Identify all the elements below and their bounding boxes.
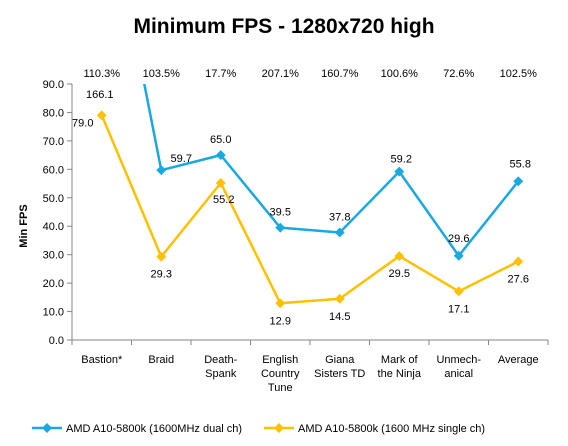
x-tick-label: Death-Spank: [204, 354, 237, 380]
data-label: 59.2: [391, 154, 412, 166]
data-label: 166.1: [86, 89, 114, 101]
x-tick-label: Bastion*: [81, 354, 123, 366]
percent-label: 102.5%: [500, 68, 538, 80]
data-label: 79.0: [72, 117, 93, 129]
data-label: 29.6: [448, 233, 469, 245]
data-point: [453, 286, 464, 297]
y-tick-label: 50.0: [43, 193, 64, 205]
data-point: [215, 150, 226, 161]
series-line-1: [143, 84, 520, 258]
series-lines: [100, 84, 520, 305]
legend-marker-2: [274, 423, 284, 433]
x-tick-label: Average: [498, 354, 539, 366]
data-point: [334, 227, 345, 238]
y-tick-label: 20.0: [43, 278, 64, 290]
data-label: 12.9: [270, 315, 291, 327]
x-tick-label: Mark of the Ninja: [378, 354, 422, 380]
percent-label: 160.7%: [321, 68, 359, 80]
data-label: 37.8: [329, 211, 350, 223]
percent-label: 207.1%: [262, 68, 300, 80]
data-point: [394, 166, 405, 177]
data-label: 27.6: [508, 273, 529, 285]
data-label: 55.2: [213, 194, 234, 206]
data-point: [275, 298, 286, 309]
data-point: [513, 256, 524, 267]
y-tick-label: 40.0: [43, 221, 64, 233]
percent-label: 100.6%: [381, 68, 419, 80]
x-tick-label: Giana Sisters TD: [314, 354, 365, 380]
percent-label: 17.7%: [205, 68, 236, 80]
data-point: [215, 178, 226, 188]
chart-title: Minimum FPS - 1280x720 high: [133, 15, 434, 38]
y-tick-label: 90.0: [43, 79, 64, 91]
data-label: 59.7: [171, 153, 192, 165]
legend: AMD A10-5800k (1600MHz dual ch) AMD A10-5…: [32, 423, 485, 435]
data-label: 65.0: [210, 134, 231, 146]
legend-label-2: AMD A10-5800k (1600 MHz single ch): [298, 423, 485, 435]
data-point: [275, 222, 286, 233]
data-point: [156, 251, 167, 262]
series-line-2: [100, 114, 519, 305]
data-label: 55.8: [510, 158, 531, 170]
x-tick-label: Braid: [148, 354, 174, 366]
y-tick-label: 30.0: [43, 250, 64, 262]
data-point: [394, 251, 405, 262]
data-label: 29.3: [151, 269, 172, 281]
data-label: 14.5: [329, 311, 350, 323]
data-label: 39.5: [270, 207, 291, 219]
legend-marker-1: [42, 423, 52, 433]
data-point: [334, 293, 345, 304]
percent-label: 72.6%: [443, 68, 474, 80]
data-point: [513, 176, 524, 187]
percent-label: 103.5%: [143, 68, 181, 80]
y-tick-label: 80.0: [43, 107, 64, 119]
y-tick-label: 0.0: [49, 335, 64, 347]
data-point: [96, 110, 107, 121]
legend-label-1: AMD A10-5800k (1600MHz dual ch): [66, 423, 242, 435]
y-axis-label: Min FPS: [18, 204, 30, 247]
y-tick-label: 70.0: [43, 136, 64, 148]
x-tick-label: English Country Tune: [261, 354, 300, 394]
data-label: 17.1: [448, 303, 469, 315]
data-label: 29.5: [389, 268, 410, 280]
x-tick-label: Unmech-anical: [436, 354, 481, 380]
percent-label: 110.3%: [84, 68, 121, 80]
y-tick-label: 10.0: [43, 307, 64, 319]
data-point: [453, 250, 464, 261]
data-point: [156, 165, 167, 176]
y-tick-label: 60.0: [43, 164, 64, 176]
plot-area: 0.0 10.0 20.0 30.0 40.0 50.0 60.0 70.0 80.0 90.0 B…: [43, 68, 549, 394]
